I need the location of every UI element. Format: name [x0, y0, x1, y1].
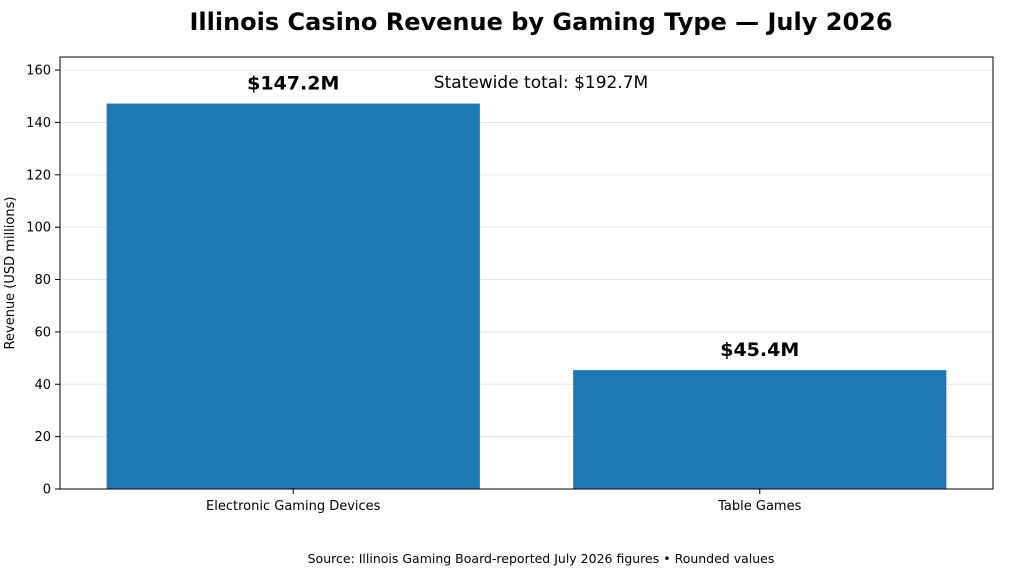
- data-label: $147.2M: [247, 73, 339, 95]
- y-tick-label: 160: [26, 64, 51, 79]
- y-tick-label: 80: [34, 273, 51, 288]
- x-axis-ticks: Electronic Gaming Devices Table Games: [206, 489, 802, 514]
- y-tick-label: 140: [26, 116, 51, 131]
- data-labels: $147.2M $45.4M: [247, 73, 799, 362]
- y-axis-ticks: 0 20 40 60 80 100 120 140 160: [26, 64, 60, 498]
- y-tick-label: 60: [34, 325, 51, 340]
- y-tick-label: 120: [26, 168, 51, 183]
- source-footnote: Source: Illinois Gaming Board-reported J…: [308, 551, 775, 566]
- y-axis-label: Revenue (USD millions): [3, 197, 18, 350]
- y-tick-label: 40: [34, 378, 51, 393]
- bar: [573, 370, 947, 489]
- y-tick-label: 100: [26, 221, 51, 236]
- chart-title: Illinois Casino Revenue by Gaming Type —…: [189, 8, 892, 36]
- plot-frame: [59, 56, 994, 490]
- y-tick-label: 20: [34, 430, 51, 445]
- x-tick-label: Electronic Gaming Devices: [206, 499, 381, 514]
- data-label: $45.4M: [720, 339, 799, 361]
- statewide-total-annotation: Statewide total: $192.7M: [434, 73, 648, 93]
- bars: [106, 103, 947, 489]
- y-tick-label: 0: [43, 483, 51, 498]
- x-tick-label: Table Games: [717, 499, 801, 514]
- bar: [106, 103, 480, 489]
